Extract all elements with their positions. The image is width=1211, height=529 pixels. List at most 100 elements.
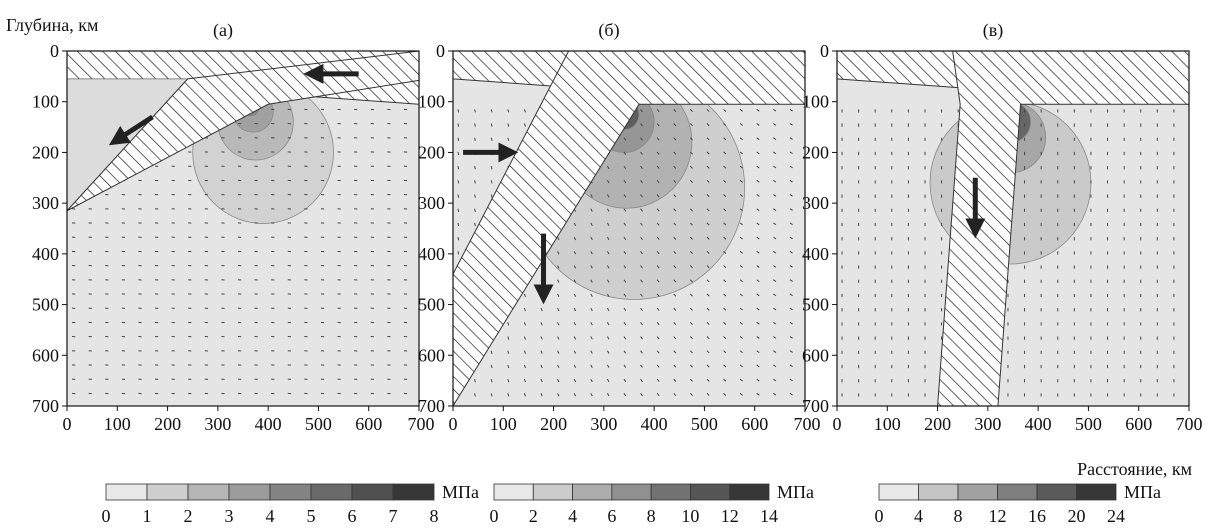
flow-vector xyxy=(590,322,593,326)
flow-vector xyxy=(590,208,593,212)
flow-vector xyxy=(673,307,677,311)
flow-vector xyxy=(773,208,777,211)
x-tick-label: 600 xyxy=(355,414,382,434)
colorbar-cell xyxy=(493,483,534,501)
flow-vector xyxy=(789,265,793,268)
colorbar-cell xyxy=(1036,483,1077,501)
flow-vector xyxy=(706,350,710,354)
flow-vector xyxy=(656,279,660,283)
flow-vector xyxy=(739,321,743,325)
y-tick-label: 0 xyxy=(820,41,829,61)
flow-vector xyxy=(773,123,777,126)
flow-vector xyxy=(673,123,677,127)
flow-vector xyxy=(474,222,476,227)
flow-vector xyxy=(739,265,743,268)
flow-vector xyxy=(640,265,643,269)
flow-vector xyxy=(723,236,727,240)
flow-vector xyxy=(606,364,610,368)
flow-vector xyxy=(640,194,643,198)
flow-vector xyxy=(756,250,760,254)
x-tick-label: 100 xyxy=(104,414,131,434)
flow-vector xyxy=(723,336,727,340)
flow-vector xyxy=(723,222,727,226)
flow-vector xyxy=(640,222,643,226)
colorbar-cell xyxy=(997,483,1038,501)
flow-vector xyxy=(789,123,793,126)
flow-vector xyxy=(673,165,677,169)
flow-vector xyxy=(706,123,710,127)
x-tick-label: 100 xyxy=(874,414,901,434)
flow-vector xyxy=(557,364,560,369)
flow-vector xyxy=(540,393,543,397)
flow-vector xyxy=(557,350,560,354)
flow-vector xyxy=(773,321,777,325)
flow-vector xyxy=(773,307,777,311)
y-tick-label: 700 xyxy=(802,396,829,416)
y-tick-label: 100 xyxy=(802,92,829,112)
flow-vector xyxy=(739,194,743,197)
plot-area xyxy=(67,51,419,406)
flow-vector xyxy=(756,194,760,197)
flow-vector xyxy=(523,322,526,326)
flow-vector xyxy=(623,151,627,155)
y-tick-label: 300 xyxy=(418,193,445,213)
colorbar-tick-label: 5 xyxy=(307,506,316,526)
colorbar-cell xyxy=(532,483,573,501)
flow-vector xyxy=(590,336,593,340)
flow-vector xyxy=(773,236,777,240)
x-tick-label: 200 xyxy=(154,414,181,434)
flow-vector xyxy=(573,293,577,297)
colorbar-unit: МПа xyxy=(442,482,479,502)
flow-vector xyxy=(773,378,777,382)
x-tick-label: 600 xyxy=(1125,414,1152,434)
flow-vector xyxy=(673,265,677,269)
colorbar-tick-label: 0 xyxy=(490,506,499,526)
flow-vector xyxy=(507,109,510,113)
flow-vector xyxy=(640,137,643,141)
flow-vector xyxy=(689,108,693,112)
flow-vector xyxy=(739,250,743,254)
flow-vector xyxy=(490,350,493,354)
plot-area xyxy=(453,51,805,406)
flow-vector xyxy=(656,151,660,155)
x-tick-label: 0 xyxy=(449,414,458,434)
flow-vector xyxy=(590,378,593,383)
flow-vector xyxy=(606,165,610,170)
colorbar-tick-label: 4 xyxy=(568,506,577,526)
flow-vector xyxy=(756,222,760,226)
flow-vector xyxy=(756,279,760,283)
x-tick-label: 100 xyxy=(490,414,517,434)
flow-vector xyxy=(689,236,693,240)
flow-vector xyxy=(739,222,743,226)
flow-vector xyxy=(789,350,793,353)
flow-vector xyxy=(474,180,476,184)
flow-vector xyxy=(773,392,777,396)
flow-vector xyxy=(590,222,593,226)
flow-vector xyxy=(739,293,743,297)
flow-vector xyxy=(640,393,643,397)
flow-vector xyxy=(523,109,526,113)
flow-vector xyxy=(523,393,526,397)
y-tick-label: 600 xyxy=(802,345,829,365)
flow-vector xyxy=(457,194,460,198)
x-tick-label: 200 xyxy=(924,414,951,434)
flow-vector xyxy=(557,322,560,326)
flow-vector xyxy=(540,322,543,326)
flow-vector xyxy=(773,151,777,155)
flow-vector xyxy=(590,236,593,241)
flow-vector xyxy=(540,364,543,369)
y-tick-label: 100 xyxy=(418,92,445,112)
flow-vector xyxy=(656,251,660,255)
flow-vector xyxy=(789,321,793,325)
colorbar-tick-label: 1 xyxy=(143,506,152,526)
colorbar-cell xyxy=(146,483,189,501)
flow-vector xyxy=(606,208,610,212)
flow-vector xyxy=(640,165,643,169)
flow-vector xyxy=(457,109,460,113)
flow-vector xyxy=(490,123,493,127)
flow-vector xyxy=(507,393,510,397)
flow-vector xyxy=(573,222,577,226)
flow-vector xyxy=(739,108,743,112)
flow-vector xyxy=(706,137,710,141)
x-tick-label: 300 xyxy=(590,414,617,434)
